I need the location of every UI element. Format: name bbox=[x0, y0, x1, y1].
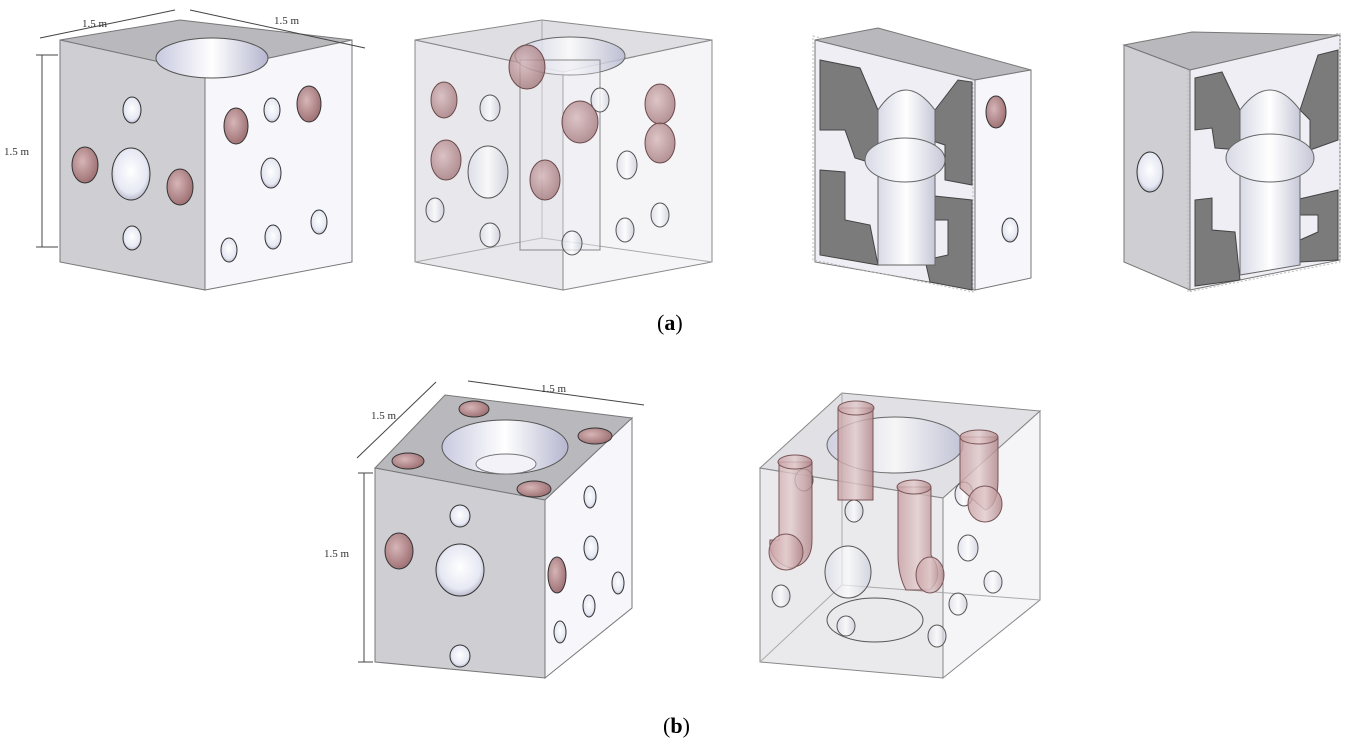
cube-a1-front-hole-small-bottom bbox=[122, 225, 142, 251]
cube-a1-side-hole-red-1 bbox=[223, 107, 249, 145]
cube-a2-pipe-9 bbox=[590, 87, 610, 113]
cube-b1-dim-width: 1.5 m bbox=[541, 383, 567, 395]
cube-b2-pipe-8 bbox=[927, 624, 947, 648]
cube-b1-dimensions bbox=[356, 380, 645, 663]
cube-b1-side-hole-4 bbox=[582, 594, 596, 618]
cube-a1-dim-width: 1.5 m bbox=[82, 18, 108, 30]
cube-a1-front-hole-small-top bbox=[122, 96, 142, 124]
cube-b2-pipe-7 bbox=[948, 592, 968, 616]
cube-b1-side-hole-2 bbox=[583, 535, 599, 561]
cube-a2-pipe-5 bbox=[616, 150, 638, 180]
cube-b2-pipe-5 bbox=[957, 534, 979, 562]
caption-a: (a) bbox=[657, 310, 683, 335]
cube-a1-dim-depth: 1.5 m bbox=[274, 15, 300, 27]
cube-a1-front-hole-red-left bbox=[71, 146, 99, 184]
cube-a3-cross-bore bbox=[864, 137, 946, 183]
cube-a3-side-hole-red bbox=[985, 95, 1007, 129]
cube-b1-top-hole-red-2 bbox=[577, 427, 613, 445]
cube-b1-solid bbox=[373, 394, 634, 680]
cube-a2-red-pipe-3 bbox=[430, 139, 462, 181]
cube-b1-side-hole-red bbox=[547, 556, 567, 594]
cube-b2-pipe-9 bbox=[771, 584, 791, 608]
cube-a2-red-pipe-5 bbox=[561, 100, 599, 144]
cube-a1-front-hole-red-right bbox=[166, 168, 194, 206]
cube-b2-translucent bbox=[758, 392, 1042, 680]
cube-a1-solid bbox=[59, 19, 353, 291]
caption-b: (b) bbox=[663, 713, 690, 738]
cube-a1-side-hole-red-2 bbox=[296, 85, 322, 123]
cube-b2-pipe-3 bbox=[836, 615, 856, 637]
cube-b1-top-hole-red-3 bbox=[391, 452, 425, 470]
cube-a2-pipe-1 bbox=[479, 94, 501, 122]
cube-a4-section bbox=[1122, 31, 1341, 293]
cube-b1-dim-height: 1.5 m bbox=[324, 548, 350, 560]
cube-b2-bottom-bore bbox=[826, 597, 924, 643]
cube-b2-red-tube-3-end bbox=[967, 485, 1003, 523]
cube-a1-side-hole-2 bbox=[260, 157, 282, 189]
cube-a2-red-pipe-2 bbox=[430, 81, 458, 119]
cube-b2-red-tube-1-top bbox=[777, 454, 813, 470]
cube-b1-side-hole-5 bbox=[553, 620, 567, 644]
cube-a2-center-shaft bbox=[519, 59, 601, 251]
cube-a2-pipe-3 bbox=[479, 222, 501, 248]
cube-b1-front-hole-large bbox=[435, 543, 485, 597]
cube-a2-pipe-2 bbox=[467, 145, 509, 199]
cube-b1-top-funnel-inner bbox=[475, 453, 537, 475]
cube-a4-cross-bore bbox=[1225, 133, 1315, 183]
cube-a3-cut-left-lower bbox=[819, 169, 879, 266]
cube-a4-selection-frame bbox=[1187, 32, 1341, 293]
cube-b1-side-hole-1 bbox=[583, 485, 597, 509]
cube-a2-pipe-4 bbox=[561, 230, 583, 256]
cube-a1-dim-height: 1.5 m bbox=[4, 146, 30, 158]
cube-a4-front-hole bbox=[1136, 151, 1164, 193]
cube-b2-pipe-2 bbox=[844, 499, 864, 523]
cube-b2-pipe-6 bbox=[983, 570, 1003, 594]
cube-b1-top-hole-red-4 bbox=[516, 480, 552, 498]
cube-b1-dim-depth: 1.5 m bbox=[371, 410, 397, 422]
cube-a2-pipe-8 bbox=[425, 197, 445, 223]
cube-a3-side-hole bbox=[1001, 217, 1019, 243]
cube-a2-red-pipe-4 bbox=[529, 159, 561, 201]
cube-a2-translucent bbox=[414, 19, 713, 291]
cube-a1-top-funnel-hole bbox=[155, 37, 269, 79]
cube-a1-side-hole-1 bbox=[263, 97, 281, 123]
cube-a2-red-pipe-7 bbox=[644, 122, 676, 164]
cube-b2-red-tube-4-top bbox=[896, 479, 932, 495]
cube-b1-side-hole-3 bbox=[611, 571, 625, 595]
cube-a1-dimensions bbox=[36, 9, 366, 248]
cube-b2-pipe-1 bbox=[824, 545, 872, 599]
cube-b1-front-hole-red bbox=[384, 532, 414, 570]
cube-b2-red-tube-4-end bbox=[915, 556, 945, 594]
cube-a3-selection-frame bbox=[812, 35, 974, 293]
cube-a1-side-hole-3 bbox=[220, 237, 238, 263]
cube-b2-red-tube-1-end bbox=[768, 533, 804, 571]
cube-a2-red-pipe-6 bbox=[644, 83, 676, 125]
cube-a1-side-hole-4 bbox=[264, 224, 282, 250]
cube-b1-top-hole-red-1 bbox=[458, 400, 490, 418]
cube-a1-front-hole-large bbox=[111, 147, 151, 201]
cube-b2-red-tube-2-top bbox=[837, 400, 875, 416]
cube-a4-cut-left-upper bbox=[1194, 71, 1241, 151]
cube-a1-side-hole-5 bbox=[310, 209, 328, 235]
cube-a2-pipe-6 bbox=[615, 217, 635, 243]
cube-b1-front-hole-bottom bbox=[449, 644, 471, 668]
cube-a4-cut-left-lower bbox=[1194, 197, 1241, 287]
cube-a2-pipe-7 bbox=[650, 202, 670, 228]
cube-b1-front-hole-top bbox=[449, 504, 471, 528]
cube-b2-red-tube-3-top bbox=[959, 429, 999, 445]
cube-a2-red-pipe-1 bbox=[508, 44, 546, 90]
cube-a3-section bbox=[812, 27, 1032, 293]
cube-a4-cut-right-upper bbox=[1299, 49, 1339, 151]
cube-b2-red-tube-2 bbox=[837, 407, 874, 501]
